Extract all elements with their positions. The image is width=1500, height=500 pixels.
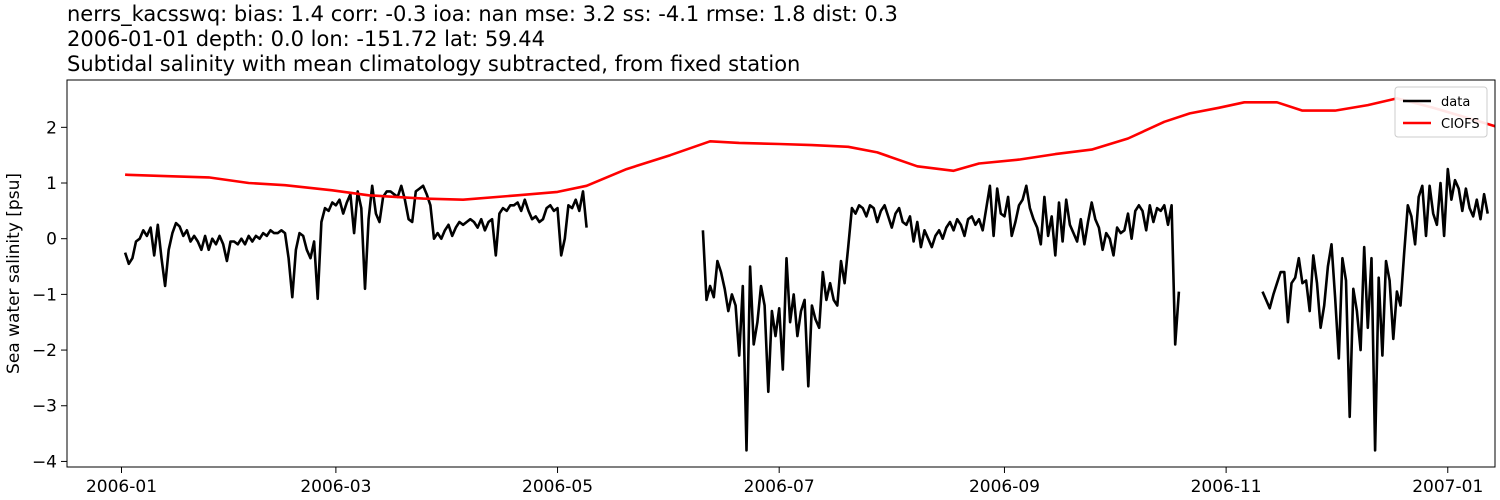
y-tick-label: 2 xyxy=(46,118,57,138)
series-line-ciofs xyxy=(125,97,1495,201)
x-tick-label: 2006-05 xyxy=(522,477,593,497)
series-line-data xyxy=(123,167,1489,452)
y-tick-label: −2 xyxy=(32,341,57,361)
x-tick-label: 2006-01 xyxy=(86,477,157,497)
plot-frame xyxy=(66,79,1496,468)
x-tick-label: 2006-03 xyxy=(300,477,371,497)
legend-label-data: data xyxy=(1441,95,1470,110)
legend-box xyxy=(1394,86,1488,138)
y-axis-label: Sea water salinity [psu] xyxy=(4,173,24,374)
y-tick-label: 0 xyxy=(46,230,57,250)
title-line-1: nerrs_kacsswq: bias: 1.4 corr: -0.3 ioa:… xyxy=(67,2,898,26)
x-tick-label: 2006-09 xyxy=(969,477,1040,497)
legend: data CIOFS xyxy=(1394,86,1488,138)
y-tick-label: 1 xyxy=(46,174,57,194)
y-tick-label: −1 xyxy=(32,285,57,305)
chart-title: nerrs_kacsswq: bias: 1.4 corr: -0.3 ioa:… xyxy=(67,2,898,77)
y-tick-label: −4 xyxy=(32,452,57,472)
x-tick-label: 2006-11 xyxy=(1191,477,1262,497)
legend-label-ciofs: CIOFS xyxy=(1441,117,1480,132)
y-tick-label: −3 xyxy=(32,397,57,417)
plot-area xyxy=(123,97,1495,452)
x-tick-label: 2007-01 xyxy=(1412,477,1483,497)
x-tick-label: 2006-07 xyxy=(744,477,815,497)
axes: −4 −3 −2 −1 0 1 2 2006-01 2006-03 2006-05 2006-07 2… xyxy=(4,79,1496,497)
title-line-3: Subtidal salinity with mean climatology … xyxy=(67,52,801,76)
title-line-2: 2006-01-01 depth: 0.0 lon: -151.72 lat: … xyxy=(67,27,545,51)
